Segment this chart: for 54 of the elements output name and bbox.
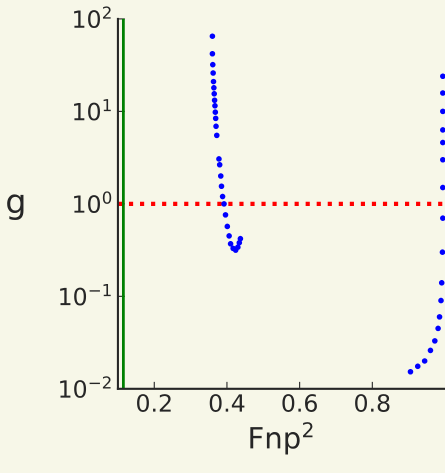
point (210, 78, 216, 84)
point (440, 156, 445, 163)
point (436, 314, 442, 320)
point (432, 338, 438, 344)
point (210, 33, 216, 39)
x-tick-label: 0.4 (210, 394, 244, 412)
point (422, 358, 428, 364)
point (212, 103, 218, 109)
point (220, 194, 226, 200)
point (218, 183, 224, 190)
point (238, 236, 244, 242)
x-tick-label: 0.8 (355, 394, 390, 412)
point (213, 124, 219, 130)
point (440, 108, 445, 114)
point (216, 156, 222, 162)
point (210, 62, 216, 68)
point (214, 132, 220, 138)
point (440, 90, 445, 96)
y-tick-label: 10$^{0}$ (74, 191, 112, 213)
point (438, 298, 444, 304)
point (224, 224, 230, 230)
point (211, 91, 218, 97)
point (438, 280, 445, 286)
point (210, 50, 216, 57)
point (440, 140, 445, 146)
point (221, 201, 227, 207)
y-tick-label: 10$^{2}$ (74, 6, 111, 28)
point (440, 184, 445, 190)
y-tick-label: 10$^{−1}$ (60, 284, 111, 306)
point (211, 85, 217, 91)
point (440, 127, 445, 133)
point (216, 162, 222, 168)
y-tick-label: 10$^{1}$ (74, 99, 111, 121)
point (440, 73, 445, 80)
point (428, 348, 434, 354)
point (440, 215, 445, 221)
y-axis-title: g (7, 194, 24, 220)
point (218, 173, 224, 179)
point (440, 249, 445, 255)
point (435, 326, 441, 332)
y-tick-label: 10$^{−2}$ (60, 376, 111, 398)
point (212, 97, 218, 104)
point (235, 244, 241, 250)
x-tick-label: 0.6 (282, 394, 317, 412)
point (222, 212, 228, 218)
point (414, 364, 421, 370)
x-tick-label: 0.2 (137, 394, 171, 412)
point (212, 116, 218, 122)
point (212, 109, 218, 115)
point (226, 233, 232, 239)
x-axis-title: Fnp$^{2}$ (250, 422, 312, 454)
point (228, 241, 234, 247)
point (210, 70, 216, 76)
point (408, 368, 414, 375)
